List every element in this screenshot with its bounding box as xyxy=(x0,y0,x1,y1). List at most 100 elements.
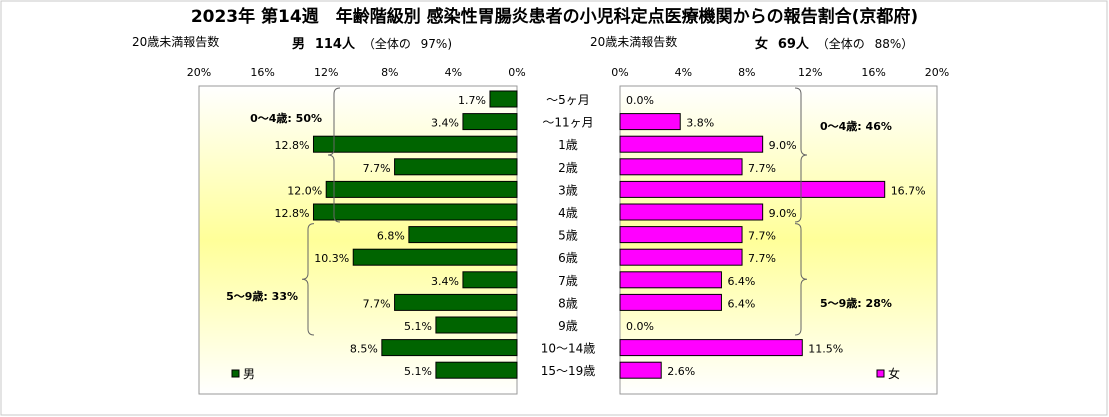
female-data-label: 0.0% xyxy=(626,320,654,333)
female-tick-label: 12% xyxy=(798,66,822,79)
female-data-label: 6.4% xyxy=(727,275,755,288)
category-label: 8歳 xyxy=(558,296,578,310)
female-data-label: 2.6% xyxy=(667,365,695,378)
female-bar xyxy=(619,113,681,131)
male-bar xyxy=(312,135,518,153)
male-data-label: 7.7% xyxy=(363,162,391,175)
female-report-count: 女 69人 （全体の 88%） xyxy=(755,33,913,52)
category-label: 3歳 xyxy=(558,183,578,197)
male-share: 97%) xyxy=(420,37,453,51)
female-legend-label: 女 xyxy=(888,366,900,381)
female-data-label: 16.7% xyxy=(891,184,926,197)
male-tick-label: 16% xyxy=(250,66,274,79)
female-bar xyxy=(619,361,662,379)
female-sex-label: 女 xyxy=(755,37,769,52)
female-5-9-bracket xyxy=(794,223,808,336)
category-label: ～5ヶ月 xyxy=(546,93,590,107)
male-legend-label: 男 xyxy=(243,367,255,381)
male-bar xyxy=(394,293,518,311)
category-label: 7歳 xyxy=(558,274,578,288)
female-data-label: 3.8% xyxy=(686,117,714,130)
male-bar xyxy=(381,339,518,357)
female-data-label: 0.0% xyxy=(626,94,654,107)
category-label: 9歳 xyxy=(558,319,578,333)
male-data-label: 7.7% xyxy=(363,297,391,310)
male-0-4-annotation: 0～4歳: 50% xyxy=(250,111,322,125)
male-tick-label: 12% xyxy=(314,66,338,79)
male-bar xyxy=(462,271,518,289)
female-0-4-bracket xyxy=(794,87,808,223)
male-bar xyxy=(435,361,518,379)
male-sex-label: 男 xyxy=(292,37,306,52)
female-bar xyxy=(619,203,764,221)
category-label: 6歳 xyxy=(558,251,578,265)
male-bar xyxy=(462,113,518,131)
male-data-label: 5.1% xyxy=(404,320,432,333)
male-report-count: 男 114人 （全体の 97%) xyxy=(292,33,452,52)
male-data-label: 8.5% xyxy=(350,343,378,356)
male-bar xyxy=(352,248,518,266)
male-data-label: 10.3% xyxy=(314,252,349,265)
female-bar xyxy=(619,248,743,266)
male-5-9-bracket xyxy=(301,223,315,336)
female-legend-swatch xyxy=(876,369,885,378)
male-data-label: 3.4% xyxy=(431,117,459,130)
chart-title: 2023年 第14週 年齢階級別 感染性胃腸炎患者の小児科定点医療機関からの報告… xyxy=(190,7,919,27)
female-data-label: 7.7% xyxy=(748,252,776,265)
male-bar xyxy=(408,226,518,244)
female-tick-label: 0% xyxy=(611,66,628,79)
female-bar xyxy=(619,226,743,244)
male-count: 114人 xyxy=(314,37,355,52)
female-tick-label: 8% xyxy=(738,66,755,79)
male-bar xyxy=(394,158,518,176)
female-data-label: 11.5% xyxy=(808,343,843,356)
category-label: 15～19歳 xyxy=(541,364,596,378)
female-bar xyxy=(619,135,764,153)
male-data-label: 3.4% xyxy=(431,275,459,288)
male-legend-swatch xyxy=(231,369,240,378)
female-count: 69人 xyxy=(777,37,809,52)
category-label: 10～14歳 xyxy=(541,342,596,356)
female-bar xyxy=(619,271,722,289)
female-bar xyxy=(619,339,803,357)
female-data-label: 7.7% xyxy=(748,162,776,175)
male-bar xyxy=(312,203,518,221)
male-data-label: 12.8% xyxy=(275,139,310,152)
male-data-label: 5.1% xyxy=(404,365,432,378)
category-label: 1歳 xyxy=(558,138,578,152)
female-share-prefix: （全体の xyxy=(816,37,865,51)
male-bar xyxy=(325,180,518,198)
female-data-label: 9.0% xyxy=(769,207,797,220)
male-data-label: 6.8% xyxy=(377,230,405,243)
male-data-label: 12.8% xyxy=(275,207,310,220)
male-5-9-annotation: 5～9歳: 33% xyxy=(226,289,298,303)
category-label: ～11ヶ月 xyxy=(542,116,593,130)
male-tick-label: 20% xyxy=(187,66,211,79)
female-tick-label: 20% xyxy=(925,66,949,79)
female-data-label: 9.0% xyxy=(769,139,797,152)
female-bar xyxy=(619,158,743,176)
female-0-4-annotation: 0～4歳: 46% xyxy=(820,119,892,133)
female-data-label: 7.7% xyxy=(748,230,776,243)
female-5-9-annotation: 5～9歳: 28% xyxy=(820,296,892,310)
female-report-caption: 20歳未満報告数 xyxy=(590,35,678,49)
male-tick-label: 8% xyxy=(381,66,398,79)
male-data-label: 12.0% xyxy=(287,184,322,197)
male-0-4-bracket xyxy=(327,87,341,223)
male-tick-label: 0% xyxy=(508,66,525,79)
male-share-prefix: （全体の xyxy=(362,37,411,51)
category-label: 4歳 xyxy=(558,206,578,220)
male-report-caption: 20歳未満報告数 xyxy=(132,35,220,49)
female-bar xyxy=(619,180,886,198)
female-tick-label: 4% xyxy=(675,66,692,79)
male-data-label: 1.7% xyxy=(458,94,486,107)
female-tick-label: 16% xyxy=(861,66,885,79)
male-bar xyxy=(435,316,518,334)
category-label: 5歳 xyxy=(558,229,578,243)
female-bar xyxy=(619,293,722,311)
male-bar xyxy=(489,90,518,108)
category-label: 2歳 xyxy=(558,161,578,175)
male-tick-label: 4% xyxy=(445,66,462,79)
